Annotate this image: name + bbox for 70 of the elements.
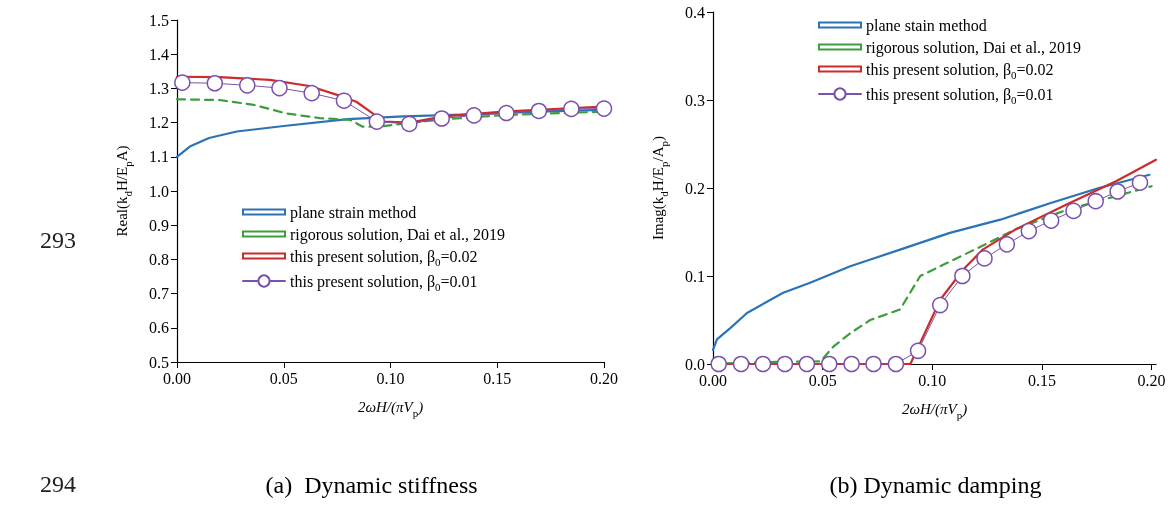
y-axis-title: Imag(kdH/Ep/Ap)	[650, 136, 670, 240]
point	[754, 355, 772, 373]
point	[271, 79, 288, 97]
point	[498, 104, 515, 122]
y-tick-label: 0.0	[685, 355, 705, 373]
point	[433, 110, 450, 127]
text: 293	[40, 227, 76, 253]
point	[595, 100, 613, 117]
legend-label: rigorous solution, Dai et al., 2019	[866, 38, 1082, 57]
x-tick-label: 0.00	[163, 369, 191, 387]
x-tick-label: 0.20	[590, 369, 618, 387]
y-tick-label: 0.9	[149, 216, 169, 234]
point	[368, 113, 386, 130]
point	[1131, 174, 1149, 191]
legend-label: rigorous solution, Dai et al., 2019	[290, 225, 506, 244]
y-tick-label: 0.6	[149, 319, 169, 337]
y-tick-label: 0.7	[149, 285, 169, 303]
point	[1109, 183, 1126, 200]
text: (b) Dynamic damping	[829, 472, 1042, 498]
point	[174, 74, 191, 91]
point	[776, 355, 794, 373]
point	[732, 355, 750, 373]
point	[530, 102, 548, 120]
point	[710, 355, 727, 373]
point	[401, 115, 418, 133]
y-tick-label: 1.1	[149, 148, 169, 166]
point	[976, 250, 993, 267]
point	[931, 296, 949, 314]
y-tick-label: 1.2	[149, 114, 169, 132]
y-tick-label: 0.2	[685, 179, 705, 197]
point	[909, 342, 927, 360]
point	[998, 236, 1016, 253]
point	[563, 100, 580, 118]
x-tick-label: 0.20	[1137, 371, 1166, 389]
legend-label: plane stain method	[866, 16, 987, 35]
x-tick-label: 0.10	[376, 369, 405, 387]
y-tick-label: 1.3	[149, 79, 169, 97]
x-tick-label: 0.15	[1027, 371, 1056, 389]
y-tick-label: 1.0	[149, 182, 169, 200]
y-tick-label: 0.3	[685, 91, 705, 109]
legend-label: plane strain method	[290, 203, 417, 222]
y-tick-label: 1.4	[149, 45, 169, 63]
y-tick-label: 0.8	[149, 250, 169, 268]
point	[1020, 222, 1038, 240]
x-tick-label: 0.10	[918, 371, 947, 389]
y-tick-label: 0.5	[149, 353, 169, 371]
point	[865, 355, 882, 373]
x-tick-label: 0.15	[483, 369, 512, 387]
text: (a) Dynamic stiffness	[265, 472, 478, 498]
y-axis-title: Real(kdH/EpA)	[114, 145, 134, 237]
point	[1087, 192, 1104, 210]
x-tick-label: 0.00	[699, 371, 727, 389]
x-tick-label: 0.05	[808, 371, 837, 389]
point	[821, 355, 838, 373]
point	[303, 84, 320, 102]
point	[465, 107, 483, 124]
point	[206, 75, 224, 92]
point	[239, 77, 256, 94]
y-tick-label: 1.5	[149, 11, 169, 29]
point	[887, 355, 905, 373]
point	[1065, 202, 1082, 220]
point	[335, 92, 353, 109]
x-tick-label: 0.05	[269, 369, 298, 387]
point	[1042, 212, 1060, 229]
y-tick-label: 0.4	[685, 3, 705, 21]
point	[843, 355, 860, 373]
point	[954, 267, 971, 285]
text: 294	[40, 471, 76, 497]
point	[798, 355, 816, 373]
y-tick-label: 0.1	[685, 267, 705, 285]
